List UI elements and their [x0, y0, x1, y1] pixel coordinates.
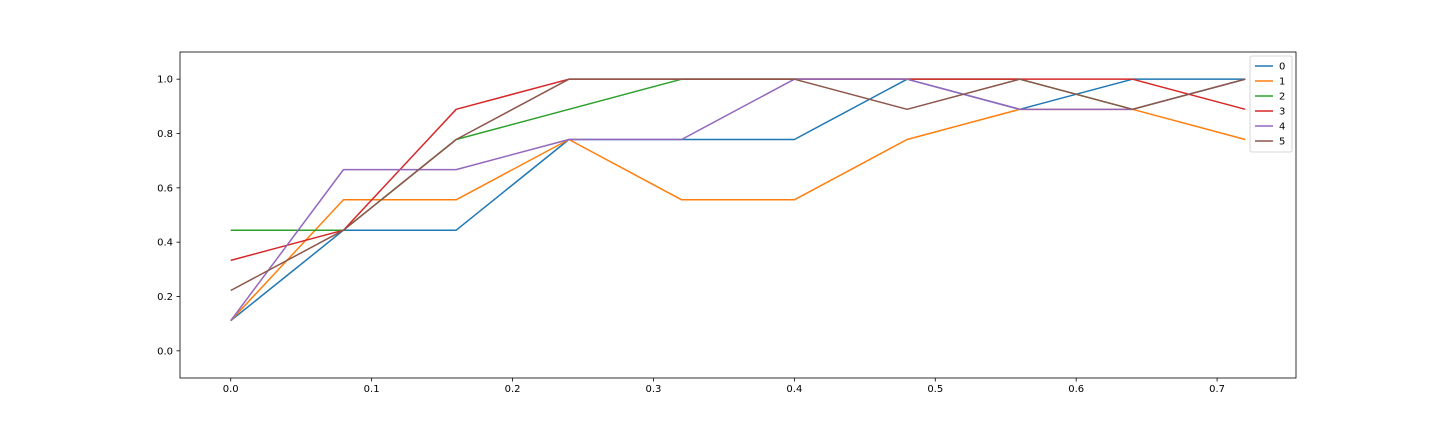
plot-frame: [179, 51, 1297, 379]
legend-box: [1249, 55, 1293, 153]
y-tick-label: 0.0: [157, 346, 173, 357]
y-tick-label: 0.4: [157, 238, 173, 249]
x-tick-label: 0.7: [1209, 384, 1225, 395]
y-tick-label: 0.6: [157, 183, 173, 194]
legend-label: 5: [1279, 137, 1285, 148]
legend-label: 1: [1279, 77, 1285, 88]
y-axis: 0.0 0.2 0.4 0.6 0.8 1.0: [157, 75, 180, 357]
y-tick-label: 0.8: [157, 129, 173, 140]
legend-label: 0: [1279, 62, 1285, 73]
x-axis: 0.0 0.1 0.2 0.3 0.4 0.5 0.6 0.7: [223, 378, 1225, 395]
x-tick-label: 0.3: [646, 384, 662, 395]
y-tick-label: 1.0: [157, 75, 173, 86]
x-tick-label: 0.4: [786, 384, 802, 395]
x-tick-label: 0.0: [223, 384, 239, 395]
legend-label: 2: [1279, 92, 1285, 103]
x-tick-label: 0.2: [505, 384, 521, 395]
y-tick-label: 0.2: [157, 292, 173, 303]
legend: 0 1 2 3 4 5: [1249, 55, 1293, 153]
legend-label: 3: [1279, 107, 1285, 118]
series-layer: [230, 78, 1246, 322]
x-tick-label: 0.6: [1068, 384, 1084, 395]
legend-label: 4: [1279, 122, 1285, 133]
series-line-5: [230, 78, 1246, 292]
x-tick-label: 0.1: [364, 384, 380, 395]
series-line-4: [230, 78, 1246, 322]
x-tick-label: 0.5: [927, 384, 943, 395]
